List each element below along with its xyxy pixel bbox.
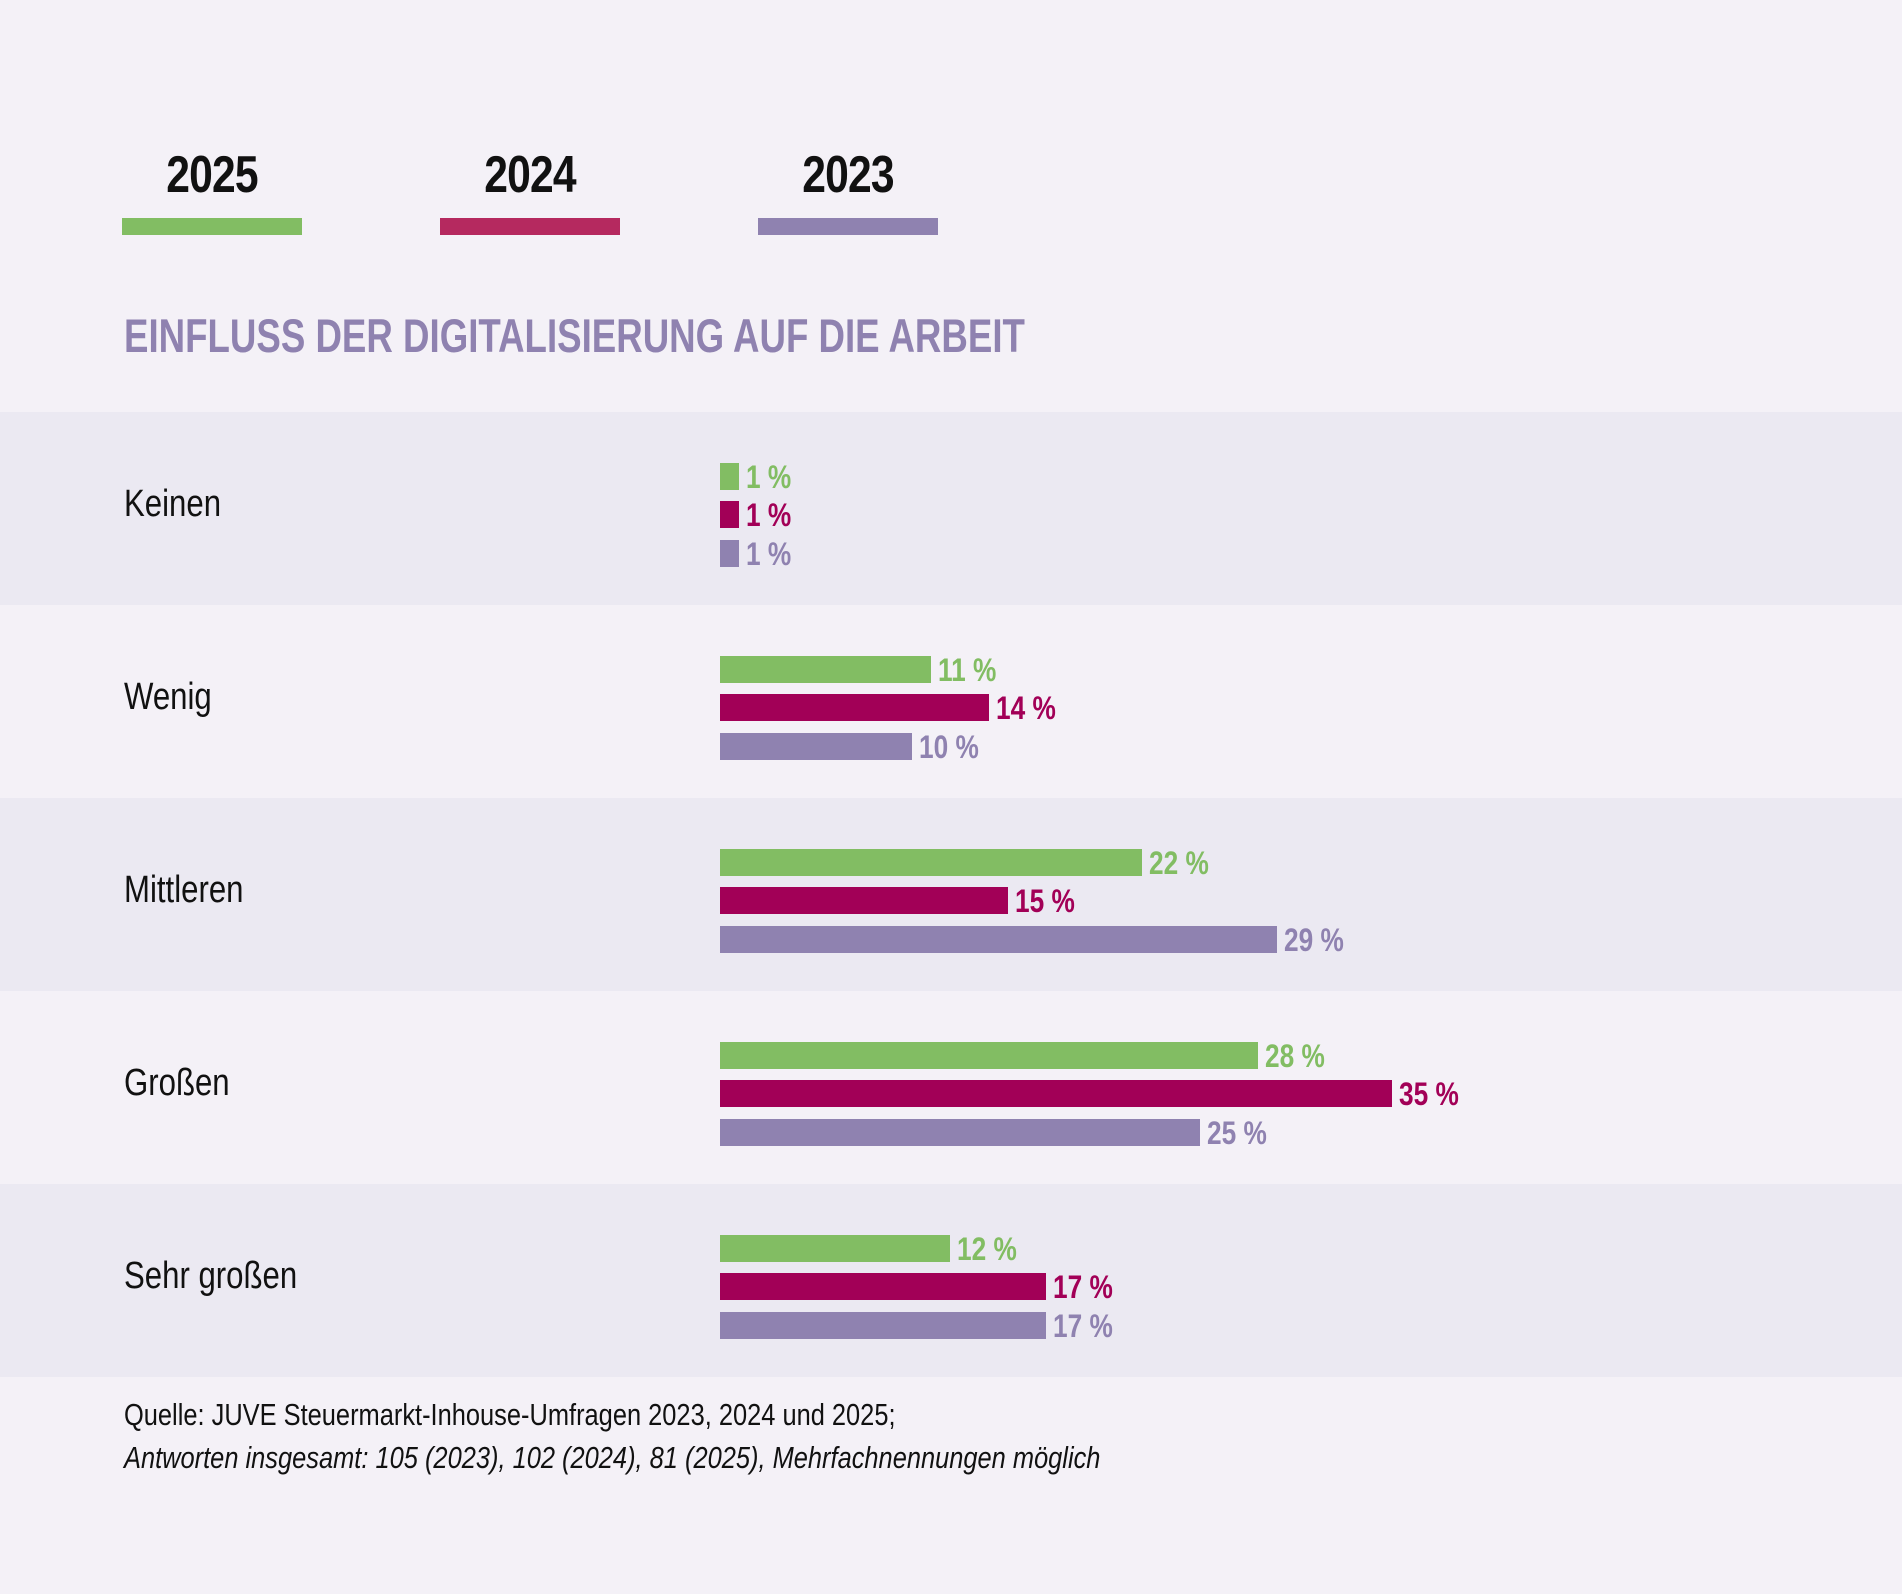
bar-value-label: 17 %: [1053, 1308, 1114, 1344]
chart-title: EINFLUSS DER DIGITALISIERUNG AUF DIE ARB…: [124, 309, 1025, 362]
bar-value-label: 1 %: [746, 459, 792, 495]
bar-value-label: 17 %: [1053, 1269, 1114, 1305]
bar-value-label: 11 %: [938, 652, 997, 688]
bar-2024: [720, 501, 740, 528]
category-row: Keinen 1 % 1 % 1 %: [0, 412, 1902, 605]
bar-2023: [720, 926, 1277, 953]
bar-2024: [720, 887, 1008, 914]
legend-item-2023: 2023: [758, 145, 938, 235]
bar-2023: [720, 1119, 1200, 1146]
category-label: Mittleren: [124, 869, 244, 911]
bar-2025: [720, 1042, 1258, 1069]
bar-value-label: 28 %: [1264, 1038, 1325, 1074]
legend-item-2025: 2025: [122, 145, 302, 235]
category-label: Sehr großen: [124, 1255, 298, 1297]
legend-swatch-2025: [122, 218, 302, 235]
legend-label-2023: 2023: [802, 146, 894, 204]
category-row: Großen 28 % 35 % 25 %: [0, 991, 1902, 1184]
bar-value-label: 22 %: [1149, 845, 1210, 881]
category-row: Mittleren 22 % 15 % 29 %: [0, 798, 1902, 991]
bar-value-label: 12 %: [957, 1231, 1018, 1267]
bar-2024: [720, 694, 989, 721]
bar-value-label: 10 %: [919, 729, 979, 765]
bar-value-label: 35 %: [1399, 1076, 1459, 1112]
bar-2025: [720, 849, 1143, 876]
source-text: Quelle: JUVE Steuermarkt-Inhouse-Umfrage…: [124, 1397, 896, 1432]
bar-value-label: 1 %: [746, 497, 792, 533]
legend-swatch-2024: [440, 218, 620, 235]
bar-2023: [720, 540, 740, 567]
bar-2025: [720, 1235, 951, 1262]
category-row: Wenig 11 % 14 % 10 %: [0, 605, 1902, 798]
legend-swatch-2023: [758, 218, 938, 235]
legend-label-2024: 2024: [484, 146, 576, 204]
bar-2025: [720, 656, 932, 683]
bar-value-label: 14 %: [995, 690, 1056, 726]
bar-2023: [720, 1312, 1047, 1339]
bar-value-label: 1 %: [746, 536, 792, 572]
category-label: Wenig: [124, 676, 212, 718]
bar-value-label: 15 %: [1015, 883, 1075, 919]
bar-value-label: 25 %: [1207, 1115, 1267, 1151]
bar-chart: Keinen 1 % 1 % 1 % Wenig 11 % 14 % 10 % Mittlere…: [0, 412, 1902, 1377]
category-label: Keinen: [124, 483, 222, 525]
category-row: Sehr großen 12 % 17 % 17 %: [0, 1184, 1902, 1377]
bar-2023: [720, 733, 912, 760]
bar-2025: [720, 463, 740, 490]
bar-2024: [720, 1080, 1392, 1107]
legend-item-2024: 2024: [440, 145, 620, 235]
bar-2024: [720, 1273, 1047, 1300]
source-note: Antworten insgesamt: 105 (2023), 102 (20…: [124, 1440, 1101, 1475]
bar-value-label: 29 %: [1283, 922, 1344, 958]
category-label: Großen: [124, 1062, 230, 1104]
legend-label-2025: 2025: [166, 146, 258, 204]
